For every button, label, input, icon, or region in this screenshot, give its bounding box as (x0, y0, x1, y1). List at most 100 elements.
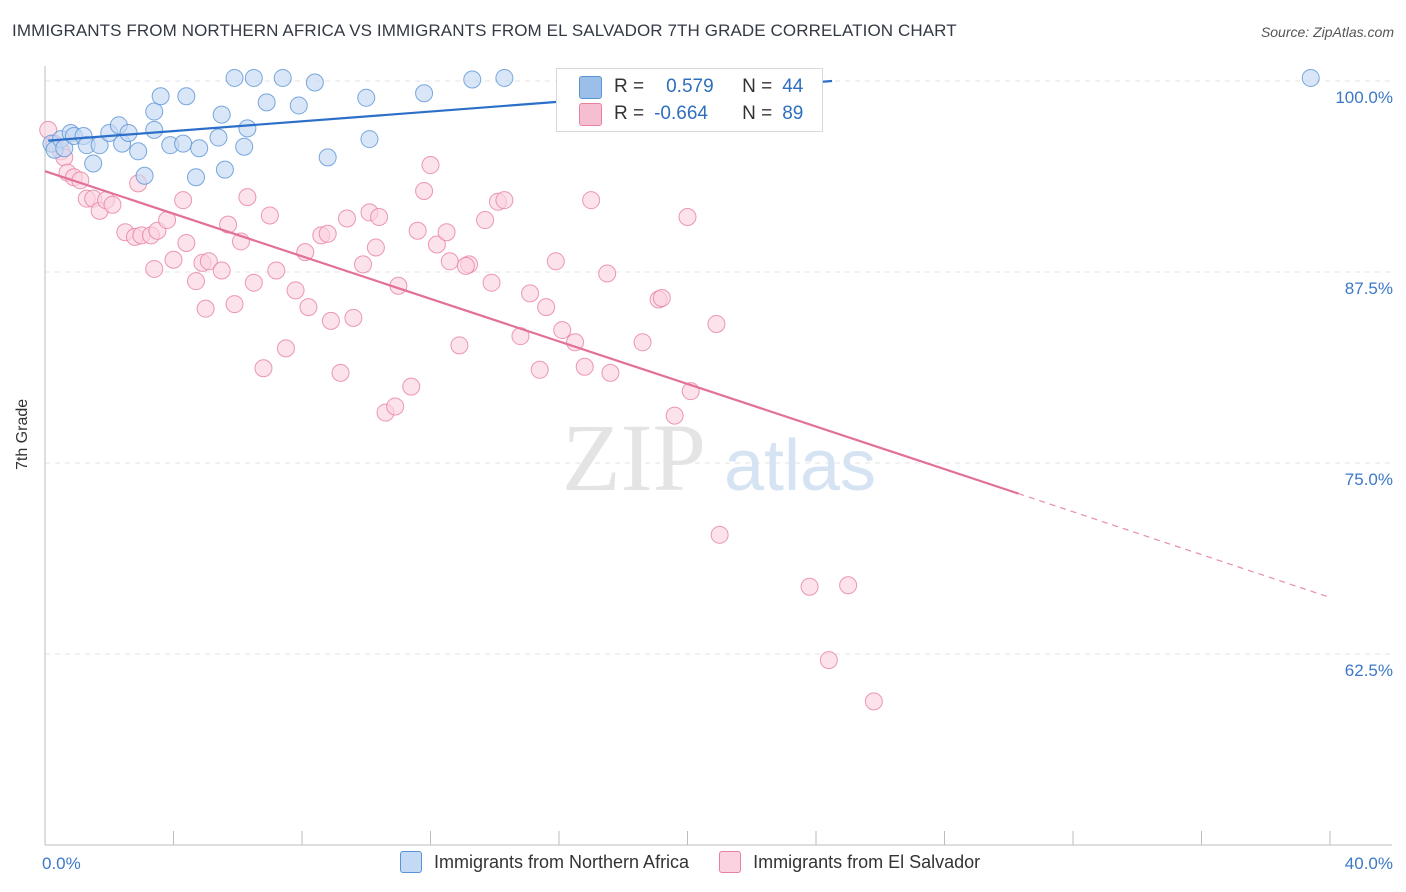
watermark: ZIP atlas (562, 404, 876, 511)
point-el-salvador (321, 311, 340, 330)
axes (44, 66, 1392, 846)
series-label-northern-africa: Immigrants from Northern Africa (434, 851, 690, 872)
y-tick-label: 87.5% (1345, 279, 1393, 298)
point-el-salvador (408, 221, 427, 240)
point-el-salvador (402, 377, 421, 396)
point-northern-africa (238, 119, 257, 138)
point-el-salvador (366, 238, 385, 257)
point-northern-africa (257, 93, 276, 112)
point-el-salvador (575, 357, 594, 376)
point-el-salvador (254, 359, 273, 378)
series-legend-item-northern-africa[interactable]: Immigrants from Northern Africa (400, 851, 689, 873)
series-legend-item-el-salvador[interactable]: Immigrants from El Salvador (719, 851, 980, 873)
legend-row-el-salvador: R = -0.664 N = 89 (557, 100, 803, 128)
point-el-salvador (582, 191, 601, 210)
legend-row-northern-africa: R = 0.579 N = 44 (557, 73, 803, 101)
point-el-salvador (665, 406, 684, 425)
point-northern-africa (495, 68, 514, 87)
point-el-salvador (598, 264, 617, 283)
point-northern-africa (190, 139, 209, 158)
y-tick-label: 62.5% (1345, 661, 1393, 680)
correlation-legend: R = 0.579 N = 44 R = -0.664 N = 89 (556, 68, 823, 132)
legend-n-value: 89 (782, 103, 804, 124)
point-el-salvador (219, 215, 238, 234)
point-el-salvador (800, 577, 819, 596)
point-el-salvador (633, 333, 652, 352)
point-el-salvador (244, 273, 263, 292)
series-label-el-salvador: Immigrants from El Salvador (753, 851, 981, 872)
point-el-salvador (839, 576, 858, 595)
data-points (39, 68, 1320, 711)
point-el-salvador (521, 284, 540, 303)
point-northern-africa (145, 120, 164, 139)
point-northern-africa (289, 96, 308, 115)
point-el-salvador (710, 525, 729, 544)
point-el-salvador (103, 195, 122, 214)
point-el-salvador (260, 206, 279, 225)
point-northern-africa (305, 73, 324, 92)
legend-swatch-northern-africa (579, 75, 602, 99)
watermark-atlas: atlas (724, 426, 876, 506)
x-tick-label-min: 0.0% (42, 854, 81, 873)
point-el-salvador (553, 321, 572, 340)
y-tick-label: 100.0% (1335, 88, 1393, 107)
point-northern-africa (84, 154, 103, 173)
legend-n-value: 44 (782, 76, 804, 97)
point-northern-africa (235, 137, 254, 156)
point-el-salvador (186, 272, 205, 291)
point-northern-africa (209, 128, 228, 147)
point-el-salvador (318, 224, 337, 243)
point-el-salvador (238, 188, 257, 207)
point-northern-africa (318, 148, 337, 167)
point-el-salvador (212, 261, 231, 280)
point-el-salvador (537, 298, 556, 317)
point-el-salvador (707, 314, 726, 333)
legend-r-label: R = (614, 76, 645, 97)
point-northern-africa (212, 105, 231, 124)
point-el-salvador (566, 333, 585, 352)
point-el-salvador (196, 299, 215, 318)
point-northern-africa (244, 68, 263, 87)
legend-r-value: 0.579 (666, 76, 714, 97)
point-northern-africa (357, 88, 376, 107)
point-el-salvador (819, 651, 838, 670)
point-el-salvador (145, 259, 164, 278)
legend-r-value: -0.664 (654, 103, 708, 124)
legend-r-label: R = (614, 103, 645, 124)
point-el-salvador (530, 360, 549, 379)
point-el-salvador (601, 363, 620, 382)
point-northern-africa (129, 142, 148, 161)
trend-lines (44, 79, 1331, 599)
legend-swatch-el-salvador (579, 102, 602, 126)
series-swatch-northern-africa (400, 851, 422, 873)
point-el-salvador (415, 182, 434, 201)
point-el-salvador (344, 308, 363, 327)
point-northern-africa (215, 160, 234, 179)
point-el-salvador (331, 363, 350, 382)
point-el-salvador (299, 298, 318, 317)
point-el-salvador (678, 207, 697, 226)
point-northern-africa (1301, 68, 1320, 87)
point-northern-africa (415, 84, 434, 103)
trend-line-el-salvador-extension (1018, 492, 1331, 599)
point-northern-africa (177, 87, 196, 106)
point-northern-africa (273, 68, 292, 87)
point-el-salvador (437, 223, 456, 242)
x-tick-label-max: 40.0% (1345, 854, 1393, 873)
point-el-salvador (164, 250, 183, 269)
point-el-salvador (337, 209, 356, 228)
point-el-salvador (652, 288, 671, 307)
watermark-zip: ZIP (562, 404, 706, 511)
series-swatch-el-salvador (719, 851, 742, 873)
point-el-salvador (225, 295, 244, 314)
point-el-salvador (421, 156, 440, 175)
point-el-salvador (267, 261, 286, 280)
point-el-salvador (482, 273, 501, 292)
point-el-salvador (450, 336, 469, 355)
legend-n-label: N = (742, 76, 773, 97)
point-el-salvador (456, 256, 475, 275)
point-el-salvador (199, 252, 218, 271)
point-el-salvador (354, 255, 373, 274)
point-el-salvador (276, 339, 295, 358)
point-northern-africa (135, 166, 154, 185)
